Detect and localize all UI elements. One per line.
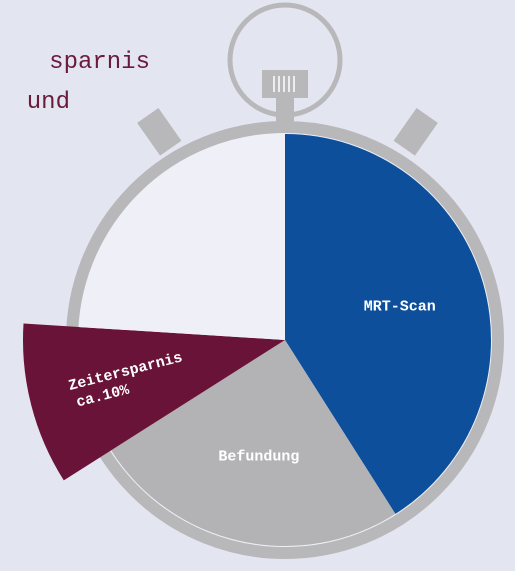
slice-label: MRT-Scan — [364, 299, 436, 316]
chart: sparnis und MRT-ScanBefundungZeitersparn… — [0, 0, 515, 571]
annotation: und — [27, 89, 70, 116]
crown-knob — [262, 70, 308, 98]
category-label: MRT-Scan — [364, 299, 436, 316]
annotation: sparnis — [49, 49, 150, 76]
slice-label: Befundung — [218, 449, 299, 466]
category-label: Befundung — [218, 449, 299, 466]
